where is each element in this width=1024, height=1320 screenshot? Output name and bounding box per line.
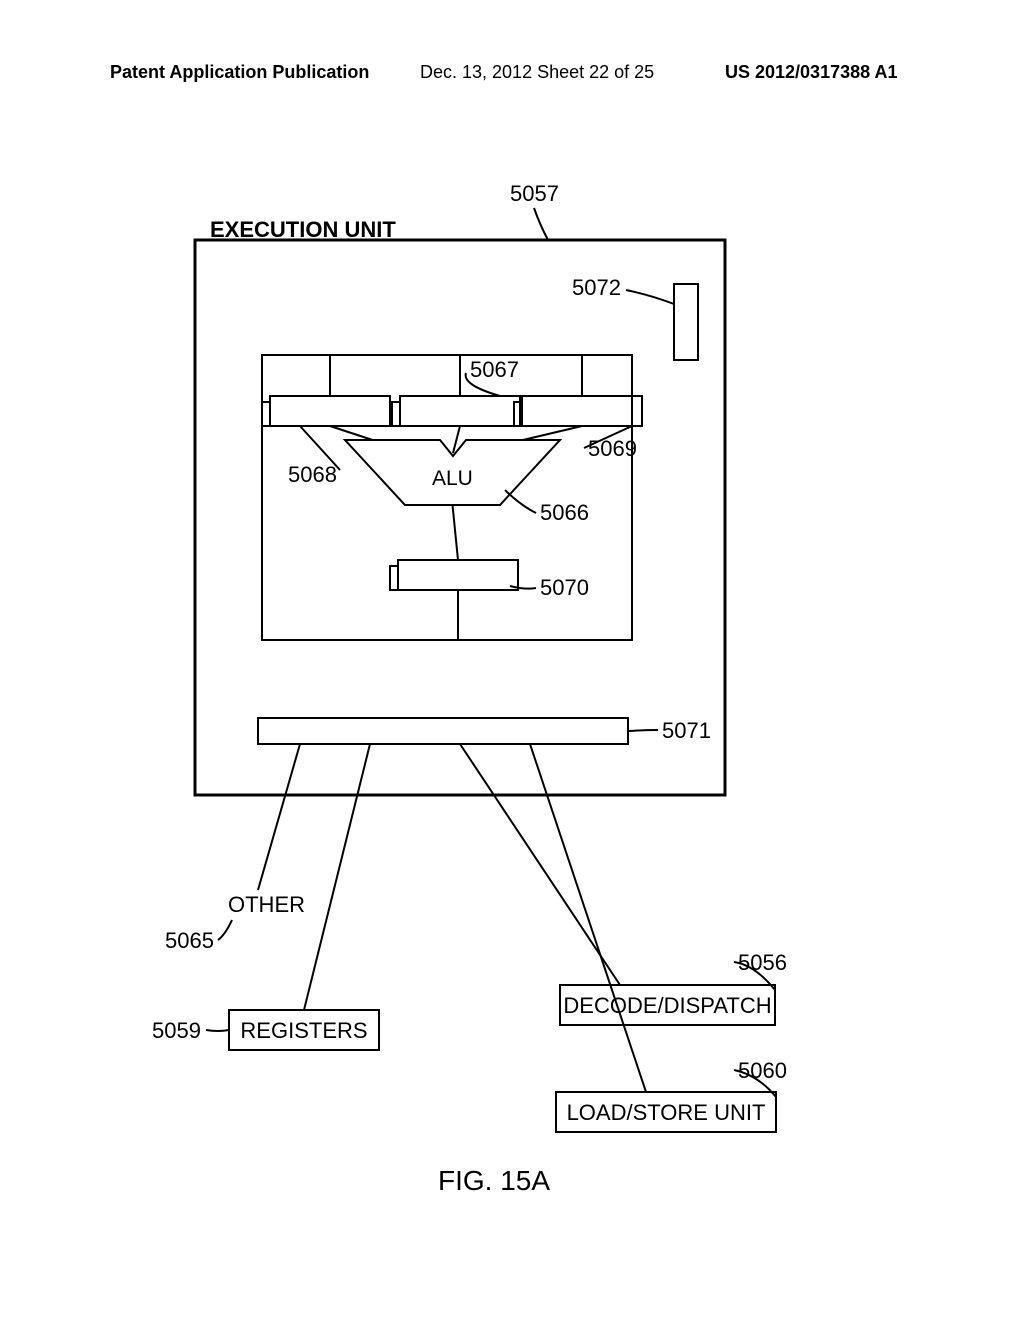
label-5065: 5065: [165, 928, 214, 954]
other-label: OTHER: [228, 892, 305, 918]
label-5066: 5066: [540, 500, 589, 526]
alu-label: ALU: [432, 467, 473, 491]
label-5059: 5059: [152, 1018, 201, 1044]
label-5060: 5060: [738, 1058, 787, 1084]
label-5067: 5067: [470, 357, 519, 383]
label-5071: 5071: [662, 718, 711, 744]
decode-label: DECODE/DISPATCH: [560, 993, 775, 1019]
label-5072: 5072: [572, 275, 621, 301]
figure-label: FIG. 15A: [438, 1165, 550, 1197]
load-label: LOAD/STORE UNIT: [556, 1100, 776, 1126]
label-5069: 5069: [588, 436, 637, 462]
execution-unit-label: EXECUTION UNIT: [210, 217, 396, 243]
label-5068: 5068: [288, 462, 337, 488]
label-5070: 5070: [540, 575, 589, 601]
label-5057: 5057: [510, 181, 559, 207]
registers-label: REGISTERS: [229, 1018, 379, 1044]
label-5056: 5056: [738, 950, 787, 976]
